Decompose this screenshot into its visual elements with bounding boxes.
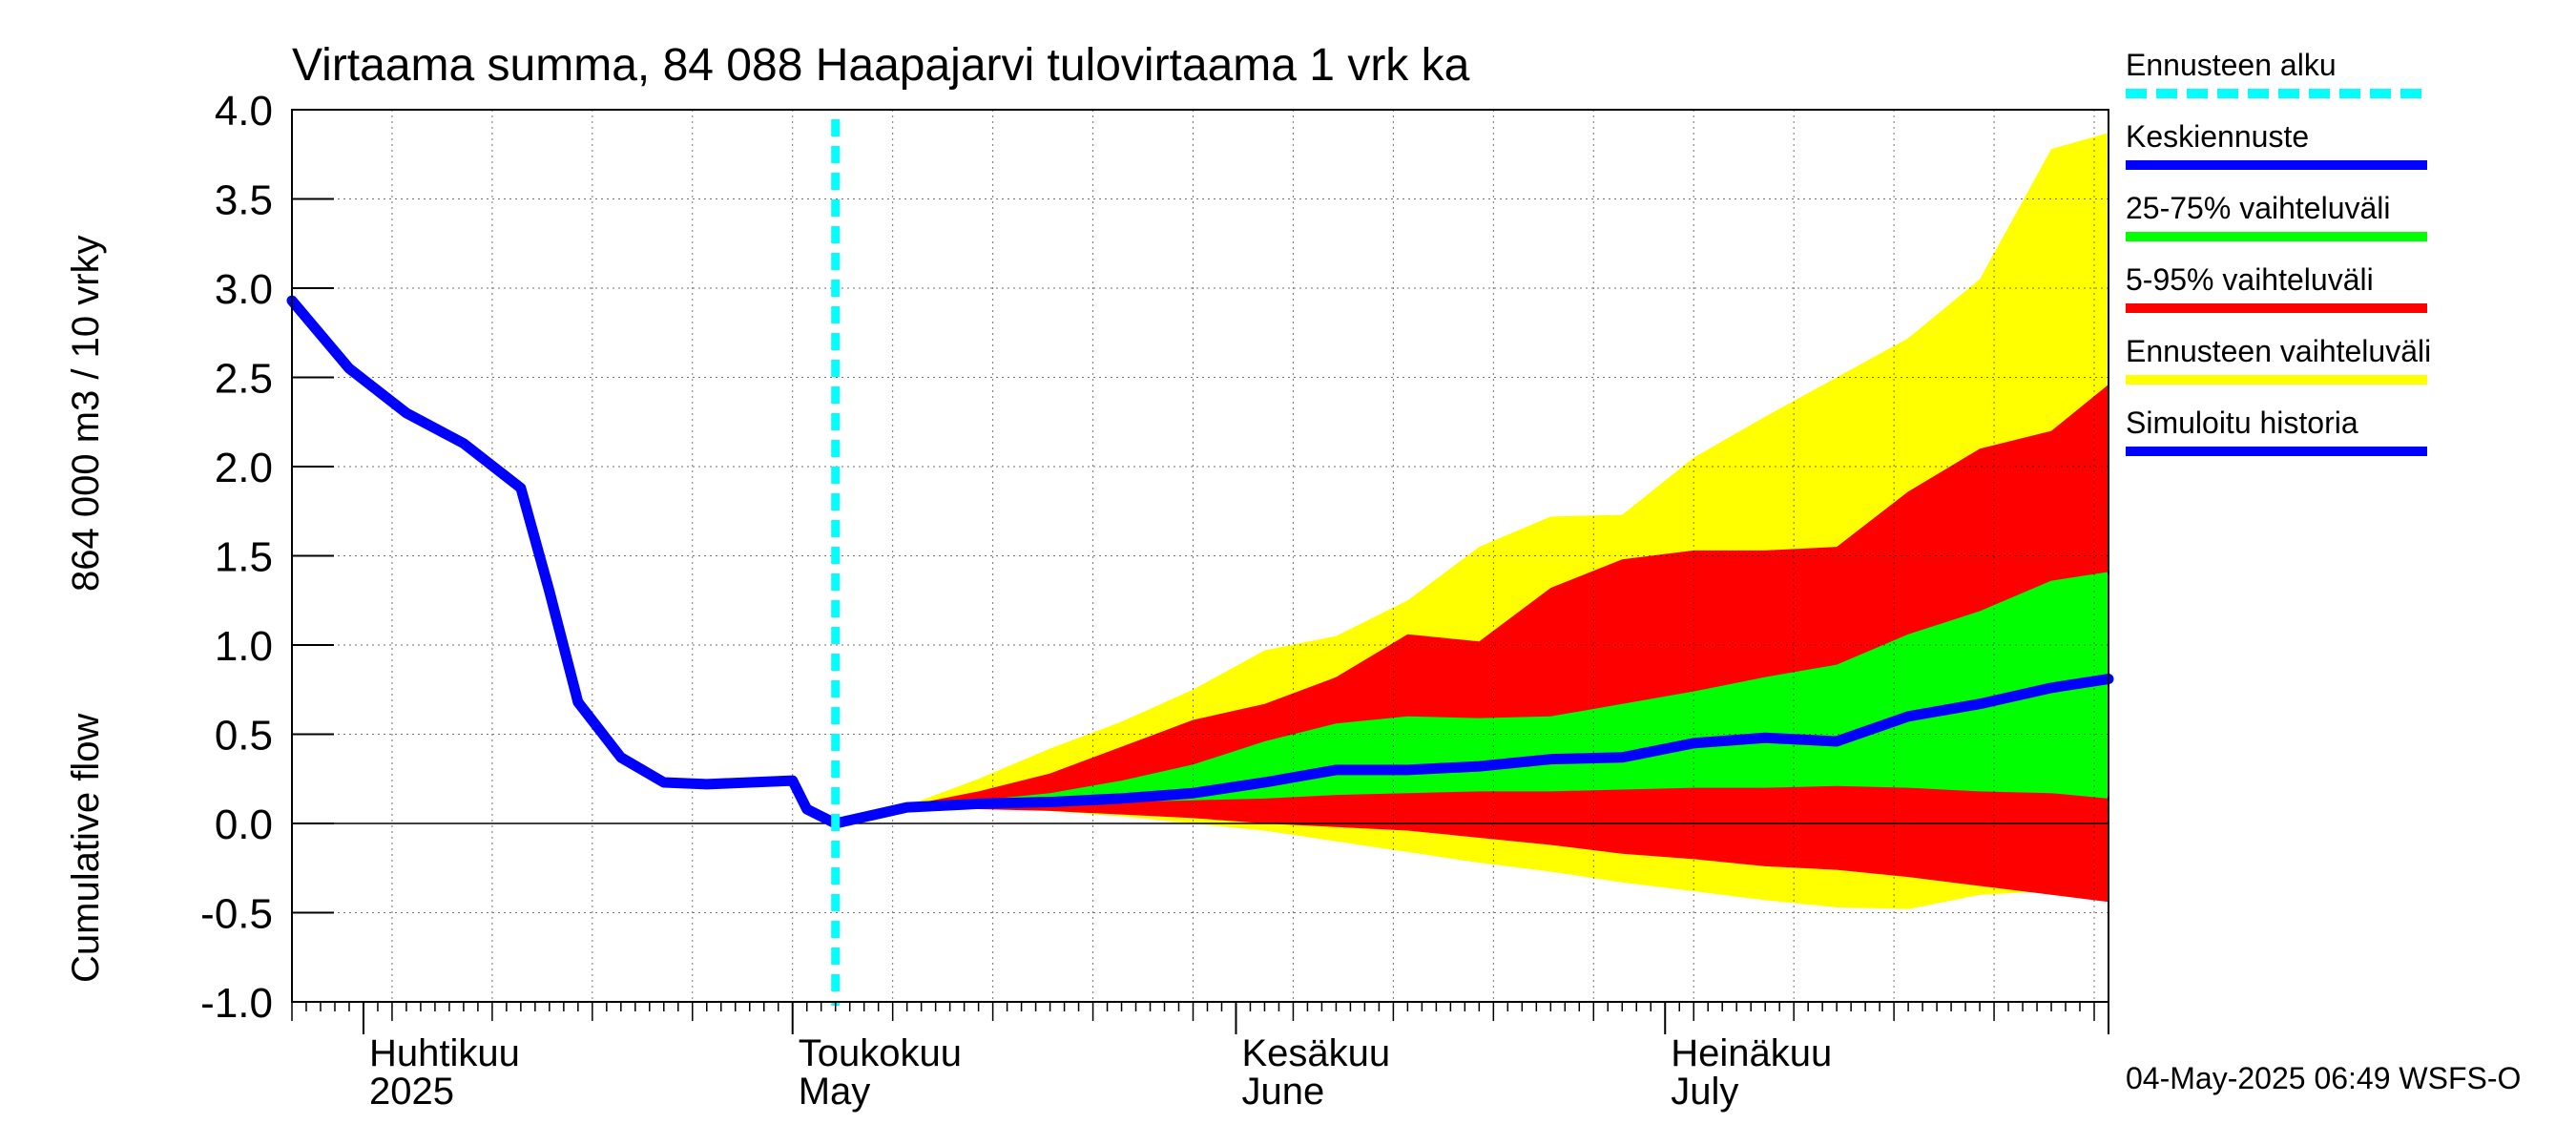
x-month-label: Heinäkuu (1671, 1032, 1832, 1074)
x-month-sublabel: June (1241, 1071, 1324, 1113)
y-tick-label: 2.0 (215, 445, 273, 491)
y-axis-label-line2: Cumulative flow (65, 714, 107, 983)
legend-swatch (2126, 303, 2427, 313)
y-tick-label: -0.5 (200, 891, 273, 938)
y-tick-label: 3.5 (215, 177, 273, 224)
y-tick-label: 1.5 (215, 534, 273, 581)
y-axis-label: 864 000 m3 / 10 vrky Cumulative flow (65, 235, 107, 983)
y-tick-label: 3.0 (215, 266, 273, 313)
legend-swatch (2126, 232, 2427, 241)
legend-item: Ennusteen alku (2126, 48, 2431, 119)
y-tick-label: -1.0 (200, 980, 273, 1027)
legend-swatch (2126, 160, 2427, 170)
legend-label: Ennusteen alku (2126, 48, 2337, 82)
line-simuloitu-historia (286, 295, 841, 829)
plot-area: 4.0 3.5 3.0 2.5 2.0 1.5 1.0 0.5 0.0 -0.5 -1.0 Huhti… (200, 88, 2114, 1113)
x-month-label: Kesäkuu (1241, 1032, 1390, 1074)
chart-title: Virtaama summa, 84 088 Haapajarvi tulovi… (292, 40, 1470, 91)
y-tick-label: 1.0 (215, 623, 273, 670)
legend-label: 25-75% vaihteluväli (2126, 191, 2391, 225)
legend-label: 5-95% vaihteluväli (2126, 262, 2374, 297)
timestamp-label: 04-May-2025 06:49 WSFS-O (2126, 1061, 2522, 1095)
legend-label: Keskiennuste (2126, 119, 2310, 154)
y-tick-label: 0.5 (215, 713, 273, 760)
y-tick-label: 4.0 (215, 88, 273, 135)
legend-swatch (2126, 89, 2427, 98)
legend-item: 5-95% vaihteluväli (2126, 262, 2431, 334)
x-month-label: Toukokuu (799, 1032, 962, 1074)
y-tick-label: 0.0 (215, 802, 273, 848)
x-month-sublabel: 2025 (369, 1071, 454, 1113)
legend-label: Ennusteen vaihteluväli (2126, 334, 2432, 368)
legend-item: 25-75% vaihteluväli (2126, 191, 2431, 262)
legend-swatch (2126, 447, 2427, 456)
y-tick-label: 2.5 (215, 356, 273, 403)
x-month-sublabel: May (799, 1071, 871, 1113)
x-month-label: Huhtikuu (369, 1032, 520, 1074)
legend-item: Simuloitu historia (2126, 406, 2431, 477)
y-axis-label-line1: 864 000 m3 / 10 vrky (65, 235, 107, 592)
legend-item: Keskiennuste (2126, 119, 2431, 191)
line-keskiennuste (830, 674, 2114, 829)
chart-legend: Ennusteen alku Keskiennuste 25-75% vaihtel… (2126, 48, 2431, 477)
band-25-75-vaihteluv-li (835, 572, 2109, 823)
legend-swatch (2126, 375, 2427, 385)
x-month-sublabel: July (1671, 1071, 1738, 1113)
legend-label: Simuloitu historia (2126, 406, 2358, 440)
legend-item: Ennusteen vaihteluväli (2126, 334, 2431, 406)
